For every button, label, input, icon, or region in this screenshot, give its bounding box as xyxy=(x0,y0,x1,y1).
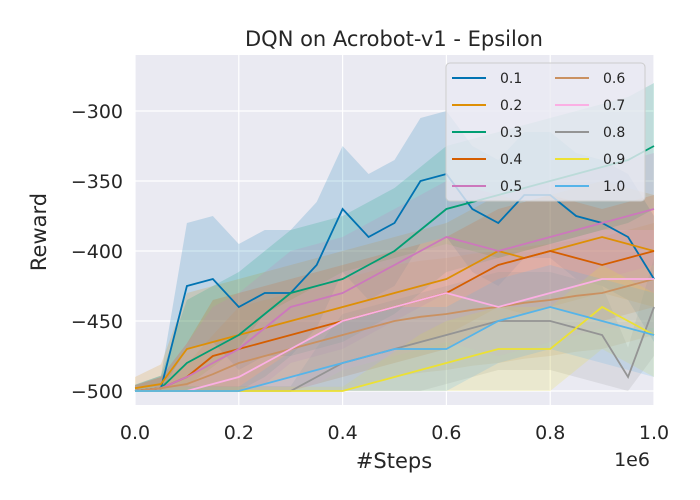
series-line-0.7 xyxy=(135,278,654,392)
legend-label: 0.9 xyxy=(603,152,625,168)
legend-label: 0.6 xyxy=(603,71,625,87)
legend: 0.1 0.2 0.3 0.4 0.5 0.6 0.7 0.8 0.9 1.0 xyxy=(445,62,646,202)
series-line-0.5 xyxy=(134,208,655,392)
x-scale-label: 1e6 xyxy=(614,449,650,471)
series-line-1.0 xyxy=(135,306,655,392)
x-tick-label: 0.8 xyxy=(535,422,565,444)
x-tick-label: 1.0 xyxy=(639,422,669,444)
confidence-band-1.0 xyxy=(135,265,654,391)
legend-label: 0.4 xyxy=(500,152,522,168)
series-line-0.1 xyxy=(134,172,655,392)
x-tick-label: 0.6 xyxy=(431,422,461,444)
legend-box xyxy=(445,62,646,202)
legend-label: 0.5 xyxy=(500,179,522,195)
confidence-band-0.9 xyxy=(135,265,654,391)
y-tick-label: −400 xyxy=(71,241,123,263)
legend-label: 0.2 xyxy=(500,98,522,114)
x-tick-label: 0.4 xyxy=(327,422,357,444)
series-line-0.2 xyxy=(134,236,655,390)
confidence-band-0.7 xyxy=(135,230,654,391)
legend-label: 1.0 xyxy=(603,179,625,195)
confidence-band-0.2 xyxy=(135,181,654,391)
x-tick-label: 0.2 xyxy=(224,422,254,444)
chart-title: DQN on Acrobot-v1 - Epsilon xyxy=(245,27,543,51)
legend-label: 0.1 xyxy=(500,71,522,87)
y-axis-label: Reward xyxy=(27,193,51,271)
x-tick-label: 0.0 xyxy=(120,422,150,444)
x-axis-label: #Steps xyxy=(356,449,432,473)
y-tick-label: −350 xyxy=(71,171,123,193)
y-tick-label: −450 xyxy=(71,311,123,333)
legend-label: 0.3 xyxy=(500,125,522,141)
legend-label: 0.7 xyxy=(603,98,625,114)
legend-label: 0.8 xyxy=(603,125,625,141)
confidence-band-0.5 xyxy=(135,153,654,391)
y-tick-label: −500 xyxy=(71,381,123,403)
confidence-band-0.8 xyxy=(135,258,654,391)
y-tick-label: −300 xyxy=(71,101,123,123)
series-line-0.6 xyxy=(134,278,655,392)
